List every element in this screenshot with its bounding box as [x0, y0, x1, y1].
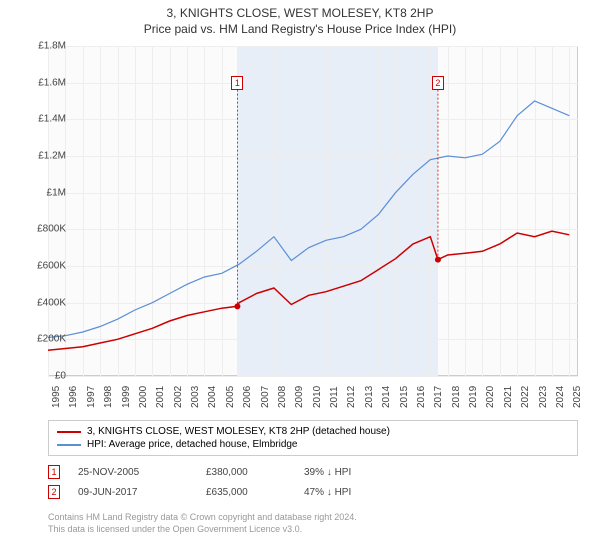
x-tick-label: 1997	[86, 386, 97, 408]
chart-lines	[48, 46, 578, 376]
legend-swatch	[57, 444, 81, 446]
chart-title: 3, KNIGHTS CLOSE, WEST MOLESEY, KT8 2HP	[0, 0, 600, 20]
transaction-delta: 47% ↓ HPI	[304, 487, 384, 498]
x-tick-label: 2002	[173, 386, 184, 408]
x-tick-label: 2019	[468, 386, 479, 408]
chart-subtitle: Price paid vs. HM Land Registry's House …	[0, 20, 600, 36]
x-tick-label: 1995	[51, 386, 62, 408]
x-tick-label: 2023	[538, 386, 549, 408]
y-tick-label: £1.8M	[26, 41, 66, 52]
y-tick-label: £1.6M	[26, 77, 66, 88]
x-tick-label: 2014	[381, 386, 392, 408]
x-tick-label: 2005	[225, 386, 236, 408]
x-tick-label: 1998	[103, 386, 114, 408]
x-tick-label: 2008	[277, 386, 288, 408]
event-marker-1: 1	[231, 76, 243, 90]
legend-item: 3, KNIGHTS CLOSE, WEST MOLESEY, KT8 2HP …	[57, 425, 569, 438]
x-tick-label: 1996	[68, 386, 79, 408]
x-tick-label: 2025	[572, 386, 583, 408]
legend-swatch	[57, 431, 81, 433]
x-tick-label: 2003	[190, 386, 201, 408]
y-tick-label: £0	[26, 371, 66, 382]
x-tick-label: 2022	[520, 386, 531, 408]
transaction-marker: 2	[48, 485, 60, 499]
y-tick-label: £1M	[26, 187, 66, 198]
x-tick-label: 2015	[399, 386, 410, 408]
series-line-property	[48, 231, 569, 350]
legend-item: HPI: Average price, detached house, Elmb…	[57, 438, 569, 451]
attribution-line-1: Contains HM Land Registry data © Crown c…	[48, 512, 578, 524]
x-tick-label: 2016	[416, 386, 427, 408]
x-tick-label: 2009	[294, 386, 305, 408]
y-tick-label: £400K	[26, 297, 66, 308]
y-tick-label: £600K	[26, 261, 66, 272]
attribution-line-2: This data is licensed under the Open Gov…	[48, 524, 578, 536]
x-tick-label: 2001	[155, 386, 166, 408]
transaction-row: 2 09-JUN-2017 £635,000 47% ↓ HPI	[48, 482, 578, 502]
x-tick-label: 2024	[555, 386, 566, 408]
x-tick-label: 2007	[260, 386, 271, 408]
chart-plot-area: 12	[48, 46, 578, 376]
x-tick-label: 2017	[433, 386, 444, 408]
y-tick-label: £200K	[26, 334, 66, 345]
transaction-date: 09-JUN-2017	[78, 487, 188, 498]
transaction-delta: 39% ↓ HPI	[304, 467, 384, 478]
x-tick-label: 2004	[207, 386, 218, 408]
x-tick-label: 2013	[364, 386, 375, 408]
transaction-price: £380,000	[206, 467, 286, 478]
x-tick-label: 2000	[138, 386, 149, 408]
y-tick-label: £1.4M	[26, 114, 66, 125]
x-tick-label: 2020	[485, 386, 496, 408]
x-tick-label: 2021	[503, 386, 514, 408]
x-tick-label: 2012	[346, 386, 357, 408]
legend: 3, KNIGHTS CLOSE, WEST MOLESEY, KT8 2HP …	[48, 420, 578, 456]
series-line-hpi	[48, 101, 569, 338]
x-tick-label: 1999	[121, 386, 132, 408]
legend-label: HPI: Average price, detached house, Elmb…	[87, 439, 298, 450]
x-tick-label: 2006	[242, 386, 253, 408]
event-marker-2: 2	[432, 76, 444, 90]
attribution: Contains HM Land Registry data © Crown c…	[48, 512, 578, 535]
y-tick-label: £1.2M	[26, 151, 66, 162]
x-tick-label: 2010	[312, 386, 323, 408]
transaction-price: £635,000	[206, 487, 286, 498]
transactions-table: 1 25-NOV-2005 £380,000 39% ↓ HPI 2 09-JUN-201…	[48, 462, 578, 502]
transaction-row: 1 25-NOV-2005 £380,000 39% ↓ HPI	[48, 462, 578, 482]
x-tick-label: 2011	[329, 386, 340, 408]
legend-label: 3, KNIGHTS CLOSE, WEST MOLESEY, KT8 2HP …	[87, 426, 390, 437]
transaction-marker: 1	[48, 465, 60, 479]
x-tick-label: 2018	[451, 386, 462, 408]
transaction-date: 25-NOV-2005	[78, 467, 188, 478]
y-tick-label: £800K	[26, 224, 66, 235]
